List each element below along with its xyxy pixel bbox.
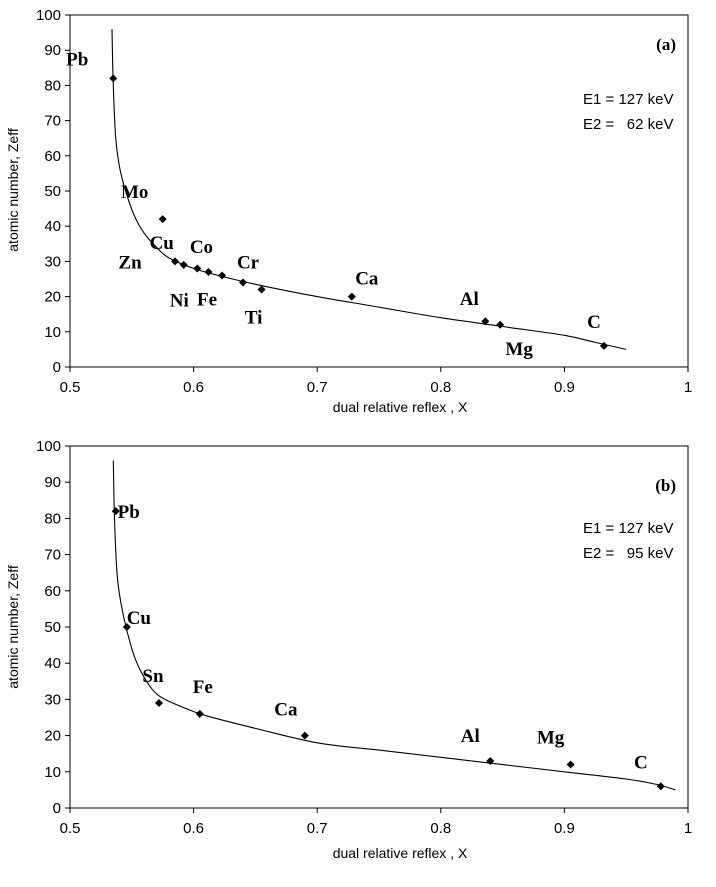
x-axis-title: dual relative reflex , X: [333, 399, 468, 415]
y-axis-title: atomic number, Zeff: [5, 565, 21, 689]
y-tick-label: 30: [44, 253, 61, 270]
data-point-c: [656, 782, 665, 791]
y-tick-label: 30: [44, 691, 61, 708]
point-label-al: Al: [461, 726, 480, 747]
data-point-zn: [171, 257, 180, 266]
x-axis-title: dual relative reflex , X: [333, 845, 468, 861]
y-tick-label: 50: [44, 619, 61, 636]
y-tick-label: 60: [44, 583, 61, 600]
y-tick-label: 90: [44, 42, 61, 59]
data-point-fe: [195, 709, 204, 718]
data-point-sn: [154, 699, 163, 708]
x-tick-label: 0.8: [430, 379, 451, 396]
data-point-mg: [496, 320, 505, 329]
x-tick-label: 0.5: [60, 379, 81, 396]
data-point-al: [481, 317, 490, 326]
point-label-cr: Cr: [237, 253, 260, 274]
energy-annotation: E1 = 127 keV: [583, 91, 673, 108]
data-point-ti: [257, 285, 266, 294]
fit-curve: [112, 460, 676, 791]
data-point-cu: [122, 623, 131, 631]
point-label-c: C: [587, 312, 601, 333]
y-tick-label: 0: [53, 800, 61, 817]
y-tick-label: 50: [44, 183, 61, 200]
data-point-al: [486, 756, 495, 765]
point-label-ca: Ca: [274, 700, 298, 721]
y-tick-label: 100: [36, 7, 61, 24]
point-label-zn: Zn: [118, 252, 142, 273]
data-point-mo: [158, 215, 167, 224]
x-tick-label: 0.9: [554, 820, 575, 837]
point-label-al: Al: [460, 289, 479, 310]
x-tick-label: 1: [684, 820, 692, 837]
data-point-fe: [218, 271, 227, 280]
x-tick-label: 0.6: [183, 820, 204, 837]
data-point-c: [599, 341, 608, 350]
point-label-ca: Ca: [355, 269, 379, 290]
point-label-c: C: [634, 752, 648, 773]
point-label-pb: Pb: [118, 502, 140, 523]
y-tick-label: 70: [44, 547, 61, 564]
data-point-ca: [347, 292, 356, 301]
y-tick-label: 10: [44, 324, 61, 341]
y-tick-label: 0: [53, 359, 61, 376]
y-tick-label: 20: [44, 289, 61, 306]
data-point-pb: [109, 74, 118, 83]
data-point-cu: [179, 260, 188, 269]
y-tick-label: 100: [36, 440, 61, 455]
data-point-ni: [193, 264, 202, 273]
point-label-mg: Mg: [537, 728, 565, 749]
energy-annotation: E2 = 95 keV: [583, 545, 673, 562]
point-label-sn: Sn: [142, 666, 164, 687]
y-tick-label: 40: [44, 218, 61, 235]
point-label-fe: Fe: [193, 677, 213, 698]
plot-frame: [69, 445, 689, 809]
x-tick-label: 0.6: [183, 379, 204, 396]
energy-annotation: E2 = 62 keV: [583, 116, 673, 133]
point-label-ni: Ni: [170, 290, 189, 311]
y-tick-label: 20: [44, 728, 61, 745]
chart-panel-b: 0 10 20 30 40 50 60 70 80 90 100 0.5 0.6 0.7 0.8 0.9 1 du…: [5, 440, 692, 861]
chart-panel-a: 0 10 20 30 40 50 60 70 80 90 100 0.5 0.6 0.7 0.8 0.9 1 du…: [5, 7, 692, 415]
data-point-cr: [239, 278, 248, 287]
x-tick-label: 0.8: [430, 820, 451, 837]
x-tick-label: 1: [684, 379, 692, 396]
y-axis-title: atomic number, Zeff: [5, 128, 21, 252]
data-point-pb: [111, 507, 120, 516]
x-tick-label: 0.7: [307, 820, 328, 837]
y-tick-label: 40: [44, 655, 61, 672]
energy-annotation: E1 = 127 keV: [583, 520, 673, 537]
fit-curve: [111, 29, 627, 350]
x-tick-label: 0.7: [307, 379, 328, 396]
point-label-cu: Cu: [150, 233, 175, 254]
point-label-mg: Mg: [505, 339, 533, 360]
point-label-ti: Ti: [245, 308, 263, 329]
y-tick-label: 80: [44, 510, 61, 527]
panel-label: (b): [655, 476, 676, 495]
data-point-co: [204, 267, 213, 276]
x-tick-label: 0.9: [554, 379, 575, 396]
y-tick-label: 90: [44, 474, 61, 491]
panel-label: (a): [656, 35, 676, 54]
x-tick-label: 0.5: [60, 820, 81, 837]
point-label-mo: Mo: [121, 182, 148, 203]
point-label-pb: Pb: [66, 49, 88, 70]
point-label-fe: Fe: [197, 289, 217, 310]
point-label-cu: Cu: [127, 608, 152, 629]
data-point-mg: [566, 760, 575, 769]
y-tick-label: 70: [44, 113, 61, 130]
y-tick-label: 10: [44, 764, 61, 781]
y-tick-label: 80: [44, 77, 61, 94]
data-point-ca: [300, 731, 309, 740]
point-label-co: Co: [190, 237, 213, 258]
y-tick-label: 60: [44, 148, 61, 165]
